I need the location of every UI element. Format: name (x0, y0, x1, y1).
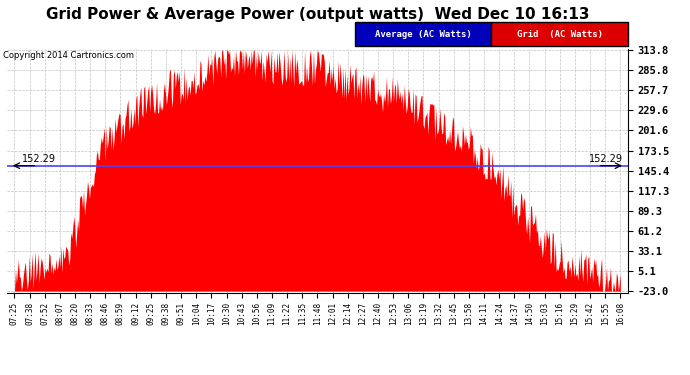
Text: Copyright 2014 Cartronics.com: Copyright 2014 Cartronics.com (3, 51, 135, 60)
Text: 152.29: 152.29 (22, 154, 56, 164)
Text: 152.29: 152.29 (589, 154, 623, 164)
Title: Grid Power & Average Power (output watts)  Wed Dec 10 16:13: Grid Power & Average Power (output watts… (46, 7, 589, 22)
